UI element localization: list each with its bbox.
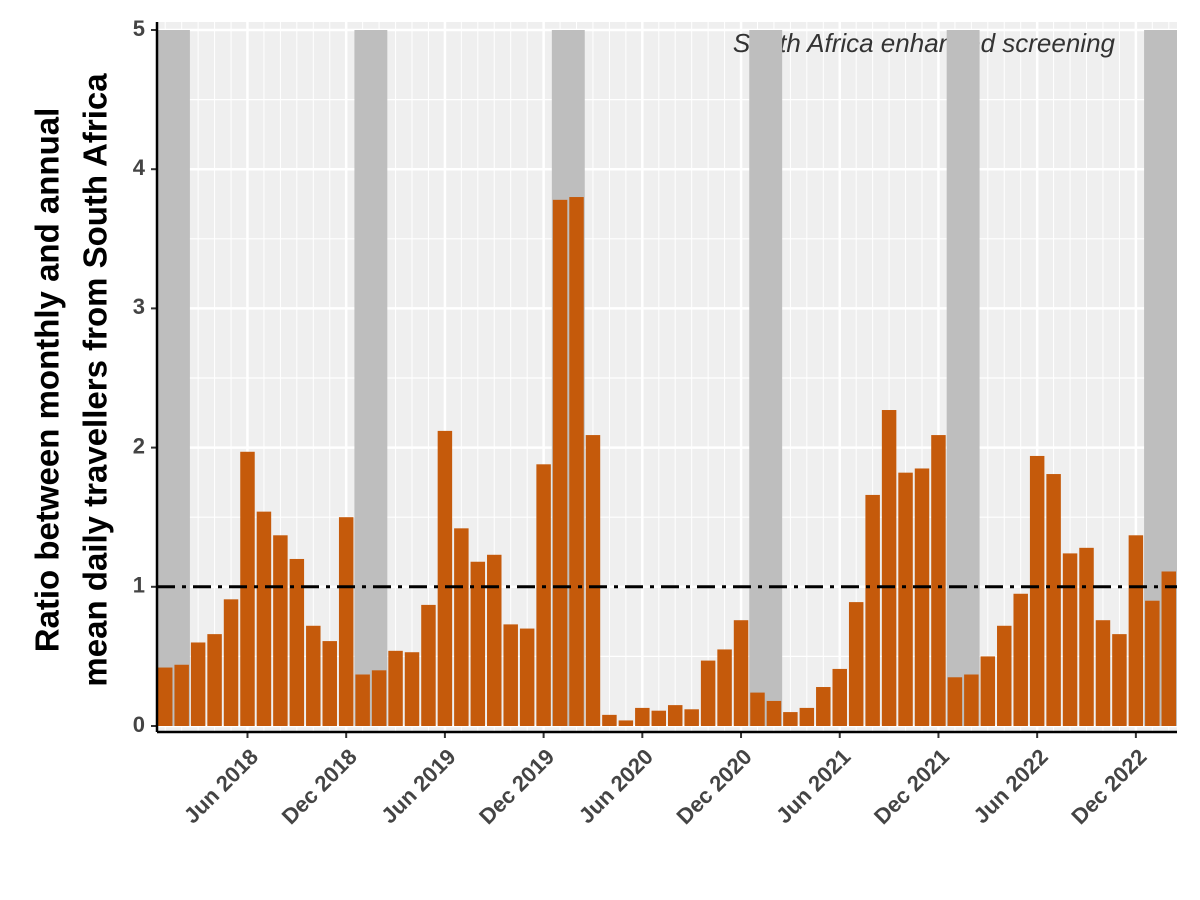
bar — [733, 620, 749, 726]
bar — [766, 700, 782, 726]
bar — [947, 677, 963, 726]
bar — [223, 599, 239, 726]
bar — [536, 464, 551, 726]
shaded-band — [946, 30, 980, 726]
bar — [750, 692, 765, 726]
bar — [799, 707, 815, 726]
bar — [618, 720, 634, 726]
bar — [635, 707, 650, 726]
y-axis-title: Ratio between monthly and annual — [29, 108, 66, 653]
x-tick-label: Dec 2019 — [474, 744, 559, 829]
bar — [1095, 620, 1111, 726]
bar — [322, 641, 337, 726]
bar — [865, 494, 880, 726]
bar — [1128, 535, 1144, 726]
x-tick-label: Jun 2019 — [376, 744, 460, 828]
shaded-band — [354, 30, 388, 726]
y-tick-label: 4 — [133, 155, 146, 180]
bar — [388, 650, 403, 726]
bar — [355, 674, 370, 726]
x-tick-label: Dec 2020 — [672, 744, 757, 829]
y-axis-title: mean daily travellers from South Africa — [77, 73, 114, 687]
bar — [207, 634, 222, 726]
y-tick-label: 0 — [133, 712, 145, 737]
bar — [256, 511, 272, 726]
bar — [338, 517, 354, 726]
bar — [503, 624, 518, 726]
bar — [980, 656, 996, 726]
bar — [585, 435, 601, 726]
bar — [519, 628, 535, 726]
bar — [157, 667, 173, 726]
bar — [437, 430, 453, 726]
shaded-band — [749, 30, 783, 726]
bar — [1013, 593, 1028, 726]
x-tick-label: Jun 2021 — [771, 744, 855, 828]
bar — [914, 468, 930, 726]
x-tick-label: Jun 2020 — [574, 744, 658, 828]
bar — [816, 687, 831, 726]
x-tick-label: Jun 2018 — [179, 744, 263, 828]
annotation: South Africa enhanced screening — [733, 28, 1116, 58]
bar — [717, 649, 732, 726]
y-tick-label: 2 — [133, 433, 145, 458]
bar — [552, 199, 568, 727]
y-tick-label: 5 — [133, 16, 145, 41]
bar — [898, 472, 913, 726]
x-tick-label: Dec 2021 — [869, 744, 954, 829]
bar — [470, 561, 486, 726]
bar — [1161, 571, 1177, 726]
bar — [174, 664, 189, 726]
bar — [454, 528, 469, 726]
x-tick-label: Dec 2022 — [1066, 744, 1151, 829]
bar — [240, 451, 255, 726]
bar — [700, 660, 716, 726]
bar — [602, 714, 617, 726]
bar — [190, 642, 206, 726]
bar — [881, 410, 897, 726]
bar — [684, 709, 699, 726]
bar — [667, 705, 683, 726]
bar — [1145, 600, 1160, 726]
x-tick-label: Jun 2022 — [969, 744, 1053, 828]
y-tick-label: 1 — [133, 573, 145, 598]
bar — [273, 535, 288, 726]
bar — [569, 197, 584, 727]
bar — [487, 554, 502, 726]
bar — [931, 435, 946, 726]
plot-panel — [157, 22, 1177, 732]
bar — [651, 710, 667, 726]
bar — [1029, 455, 1045, 726]
shaded-band — [157, 30, 190, 726]
x-tick-label: Dec 2018 — [277, 744, 362, 829]
bar — [783, 712, 798, 726]
bar — [1112, 634, 1127, 726]
bar — [421, 604, 436, 726]
bar — [997, 625, 1012, 726]
bar — [964, 674, 979, 726]
bar — [848, 602, 864, 726]
bar — [1079, 547, 1094, 726]
bar — [832, 668, 847, 726]
bar — [371, 670, 387, 726]
bar — [404, 652, 420, 726]
bar — [289, 558, 305, 726]
bar — [1046, 474, 1061, 726]
bar — [306, 625, 321, 726]
y-tick-label: 3 — [133, 294, 145, 319]
bar — [1062, 553, 1078, 726]
